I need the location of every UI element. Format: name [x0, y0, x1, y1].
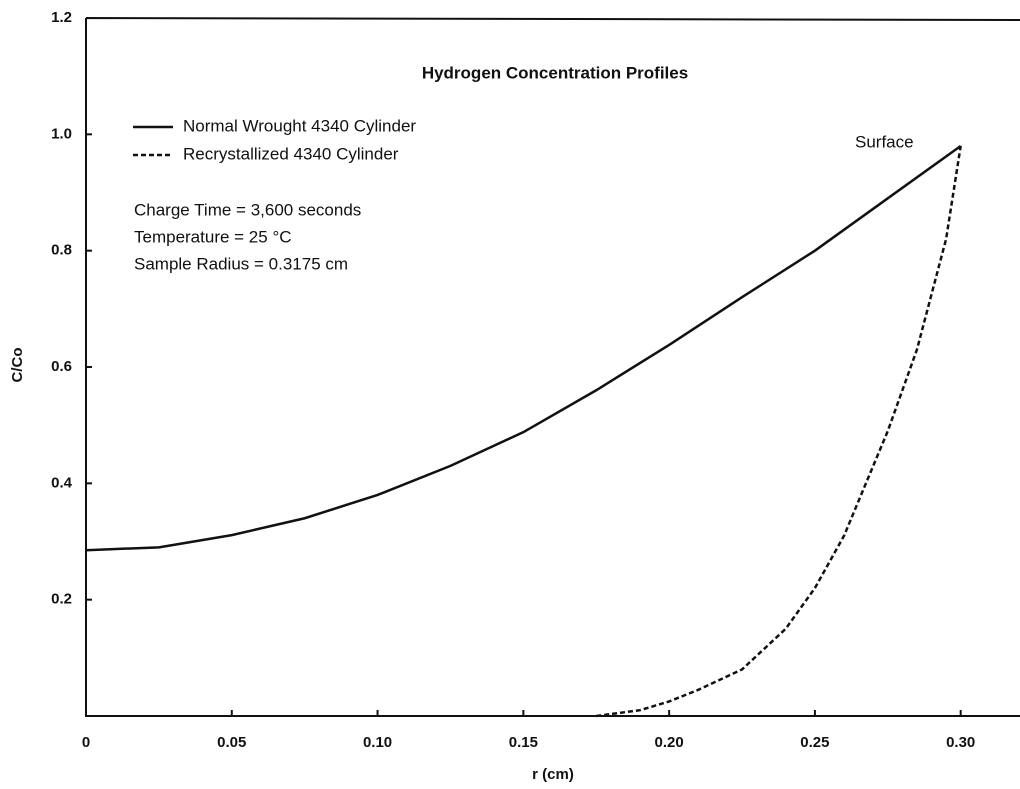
y-axis-label: C/Co	[9, 348, 26, 383]
legend-label: Recrystallized 4340 Cylinder	[183, 144, 399, 163]
annotation: Temperature = 25 °C	[134, 227, 292, 246]
x-tick-label: 0.15	[509, 734, 538, 751]
x-tick-label: 0.30	[946, 734, 975, 751]
line-series	[85, 144, 962, 552]
annotation: Surface	[855, 132, 914, 151]
x-tick-label: 0.20	[655, 734, 684, 751]
legend-label: Normal Wrought 4340 Cylinder	[183, 116, 416, 135]
y-tick-label: 0.8	[51, 242, 72, 259]
y-tick-label: 0.6	[51, 358, 72, 375]
chart-title: Hydrogen Concentration Profiles	[422, 63, 688, 82]
x-tick-label: 0.10	[363, 734, 392, 751]
y-tick-label: 0.2	[51, 591, 72, 608]
line-series	[596, 145, 962, 718]
x-axis-label: r (cm)	[532, 766, 574, 783]
annotation: Charge Time = 3,600 seconds	[134, 200, 361, 219]
y-tick-label: 1.0	[51, 125, 72, 142]
x-tick-label: 0	[82, 734, 90, 751]
annotation: Sample Radius = 0.3175 cm	[134, 254, 348, 273]
y-tick-label: 1.2	[51, 9, 72, 26]
x-tick-label: 0.25	[800, 734, 829, 751]
y-tick-label: 0.4	[51, 474, 73, 491]
x-tick-label: 0.05	[217, 734, 246, 751]
